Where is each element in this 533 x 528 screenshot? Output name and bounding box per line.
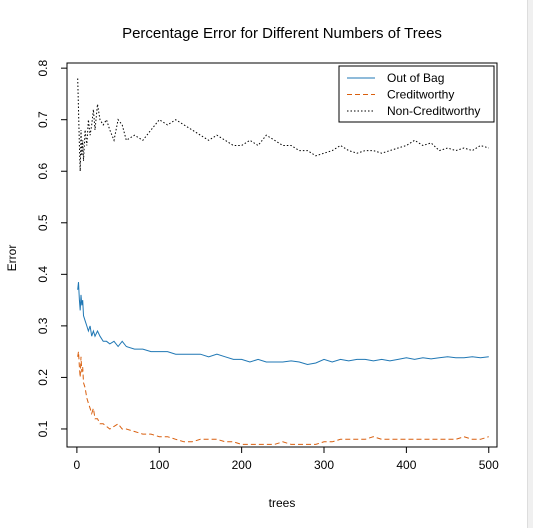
y-tick-label: 0.6 [36, 163, 50, 180]
legend-label: Non-Creditworthy [387, 104, 480, 118]
y-tick-label: 0.2 [36, 369, 50, 386]
axes-layer: 0 100 200 300 400 500 0.1 0.2 0.3 0.4 0.5 0.6 0.7 0.8 [36, 60, 499, 472]
y-tick-label: 0.8 [36, 60, 50, 77]
y-axis-label: Error [5, 245, 19, 272]
y-tick-label: 0.5 [36, 214, 50, 231]
chart-title: Percentage Error for Different Numbers o… [122, 25, 442, 42]
legend: Out of Bag Creditworthy Non-Creditworthy [338, 65, 495, 123]
x-tick-label: 100 [149, 458, 169, 472]
x-tick-label: 200 [232, 458, 252, 472]
y-tick-label: 0.3 [36, 317, 50, 334]
legend-label: Creditworthy [387, 88, 454, 102]
x-axis-label: trees [269, 496, 296, 510]
y-tick-label: 0.7 [36, 111, 50, 128]
y-tick-label: 0.4 [36, 266, 50, 283]
x-tick-label: 0 [74, 458, 81, 472]
x-tick-label: 500 [479, 458, 499, 472]
x-tick-label: 400 [396, 458, 416, 472]
series-layer [77, 78, 489, 445]
series-line-1 [77, 282, 489, 366]
window-edge [527, 0, 533, 528]
x-tick-label: 300 [314, 458, 334, 472]
series-line-2 [77, 351, 489, 445]
legend-label: Out of Bag [387, 71, 444, 85]
y-tick-label: 0.1 [36, 420, 50, 437]
